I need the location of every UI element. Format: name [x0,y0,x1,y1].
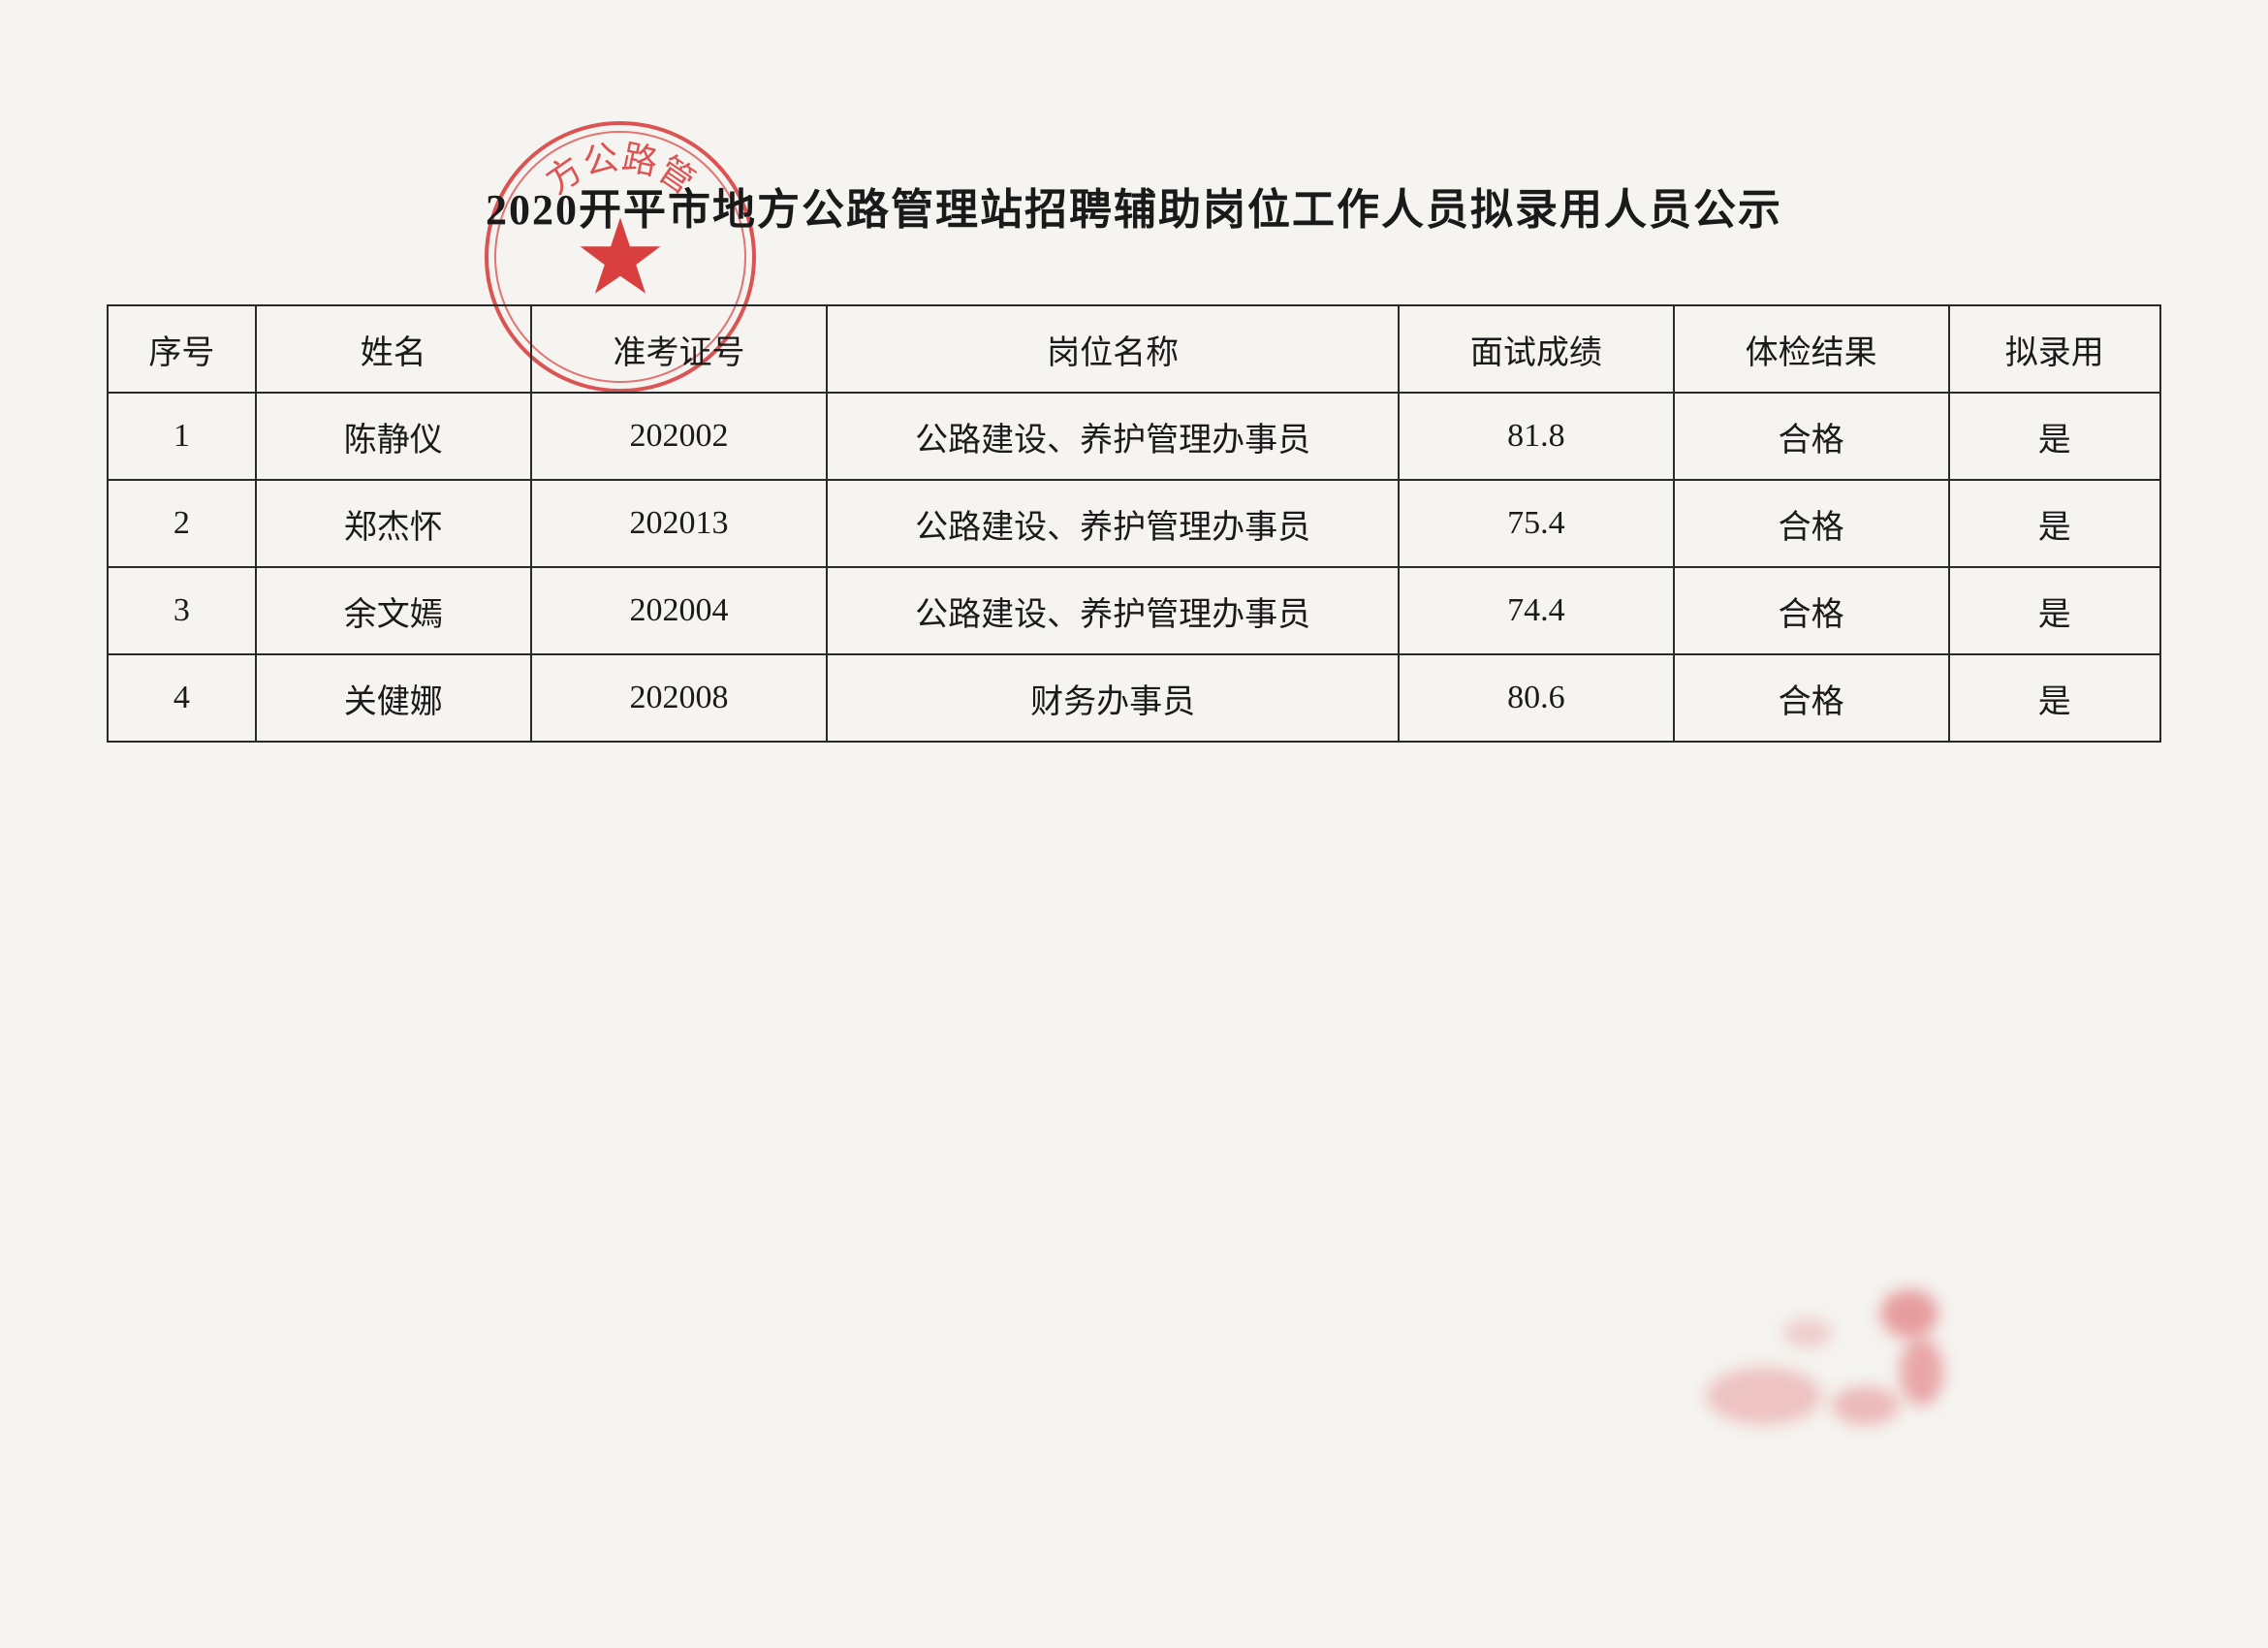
cell-hire: 是 [1949,393,2160,480]
cell-name: 余文嫣 [256,567,531,654]
cell-exam: 202008 [531,654,828,742]
cell-seq: 3 [108,567,256,654]
cell-health: 合格 [1674,654,1949,742]
cell-seq: 2 [108,480,256,567]
col-header-position: 岗位名称 [827,305,1399,393]
document-page: 方公路管 2020开平市地方公路管理站招聘辅助岗位工作人员拟录用人员公示 序号 … [0,0,2268,1648]
table-row: 3 余文嫣 202004 公路建设、养护管理办事员 74.4 合格 是 [108,567,2160,654]
cell-position: 财务办事员 [827,654,1399,742]
col-header-seq: 序号 [108,305,256,393]
cell-position: 公路建设、养护管理办事员 [827,393,1399,480]
cell-score: 74.4 [1399,567,1674,654]
cell-name: 关健娜 [256,654,531,742]
ink-smudge [1686,1280,1997,1474]
document-title: 2020开平市地方公路管理站招聘辅助岗位工作人员拟录用人员公示 [107,174,2161,237]
cell-score: 75.4 [1399,480,1674,567]
cell-seq: 1 [108,393,256,480]
col-header-health: 体检结果 [1674,305,1949,393]
table-row: 1 陈静仪 202002 公路建设、养护管理办事员 81.8 合格 是 [108,393,2160,480]
cell-hire: 是 [1949,654,2160,742]
cell-name: 郑杰怀 [256,480,531,567]
col-header-hire: 拟录用 [1949,305,2160,393]
col-header-name: 姓名 [256,305,531,393]
table-row: 4 关健娜 202008 财务办事员 80.6 合格 是 [108,654,2160,742]
cell-score: 81.8 [1399,393,1674,480]
cell-exam: 202004 [531,567,828,654]
cell-exam: 202002 [531,393,828,480]
cell-position: 公路建设、养护管理办事员 [827,567,1399,654]
col-header-score: 面试成绩 [1399,305,1674,393]
cell-exam: 202013 [531,480,828,567]
cell-hire: 是 [1949,567,2160,654]
cell-position: 公路建设、养护管理办事员 [827,480,1399,567]
table-row: 2 郑杰怀 202013 公路建设、养护管理办事员 75.4 合格 是 [108,480,2160,567]
cell-health: 合格 [1674,480,1949,567]
table-header: 序号 姓名 准考证号 岗位名称 面试成绩 体检结果 拟录用 [108,305,2160,393]
cell-health: 合格 [1674,393,1949,480]
cell-health: 合格 [1674,567,1949,654]
cell-hire: 是 [1949,480,2160,567]
cell-score: 80.6 [1399,654,1674,742]
cell-seq: 4 [108,654,256,742]
table-body: 1 陈静仪 202002 公路建设、养护管理办事员 81.8 合格 是 2 郑杰… [108,393,2160,742]
col-header-exam: 准考证号 [531,305,828,393]
cell-name: 陈静仪 [256,393,531,480]
candidates-table: 序号 姓名 准考证号 岗位名称 面试成绩 体检结果 拟录用 1 陈静仪 2020… [107,304,2161,743]
